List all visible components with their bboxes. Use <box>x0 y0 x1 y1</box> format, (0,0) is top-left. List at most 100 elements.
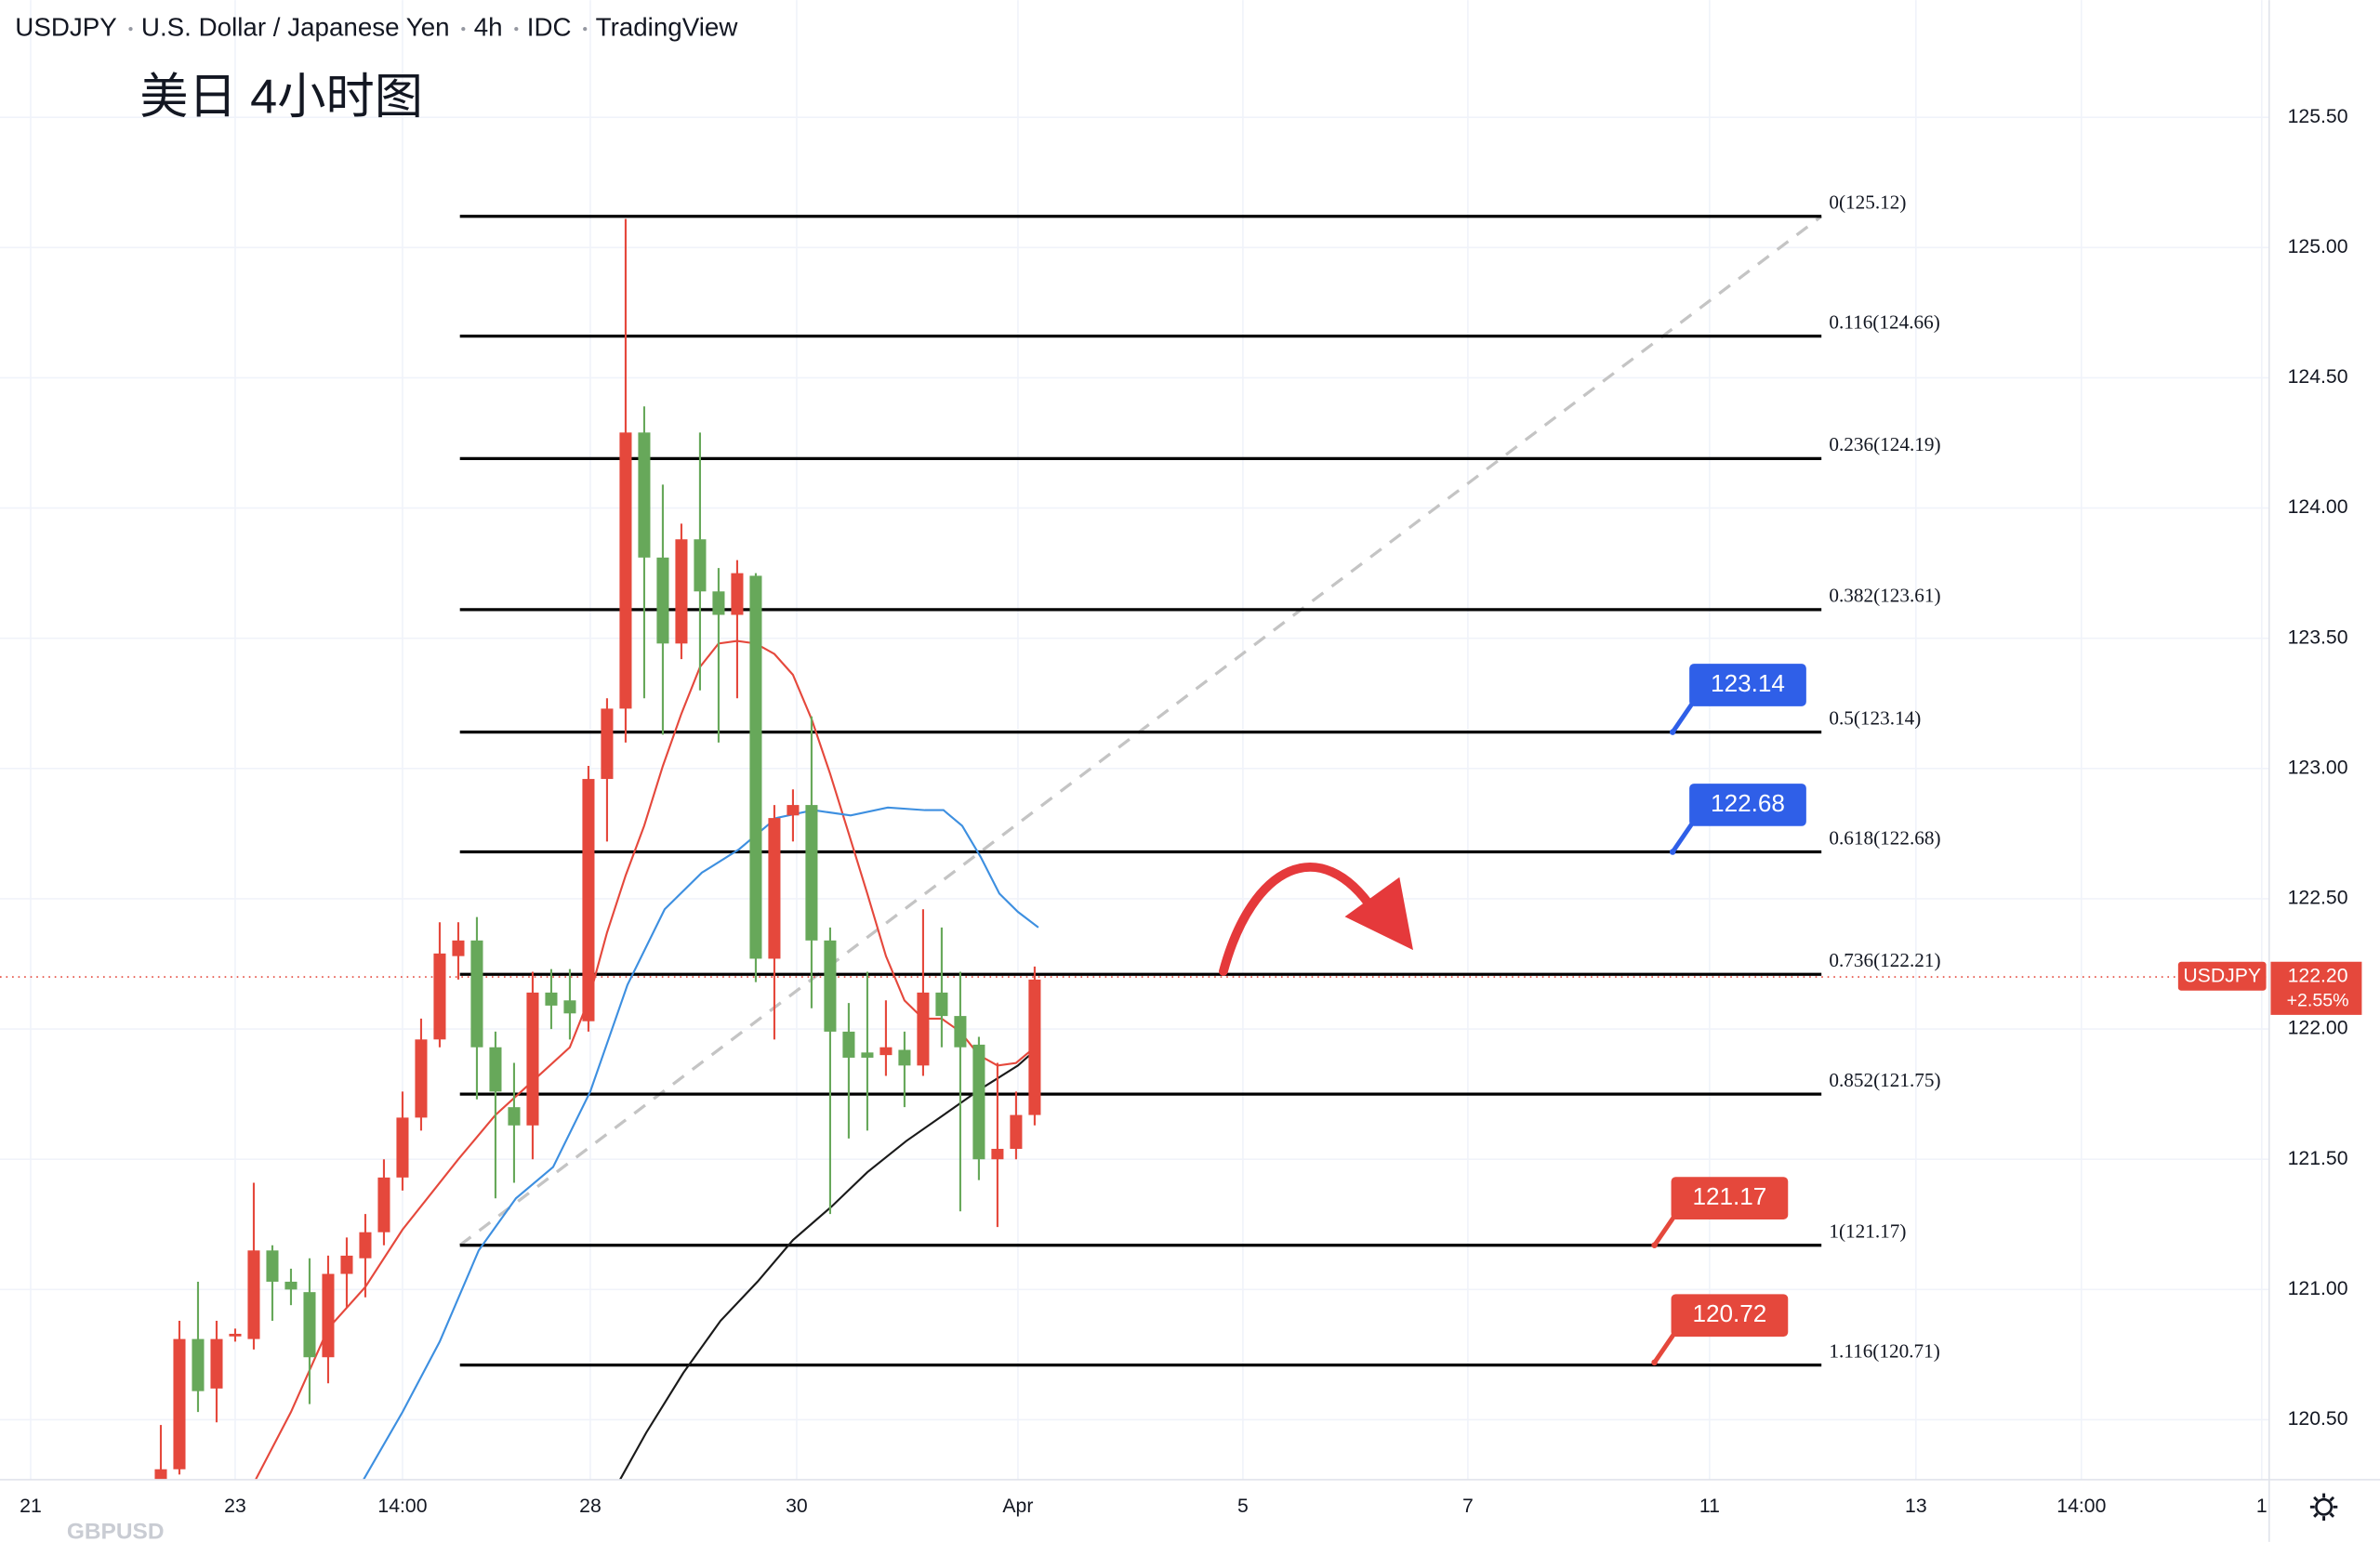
callout-pointer <box>1652 1215 1676 1247</box>
y-tick-label: 121.00 <box>2288 1278 2348 1299</box>
callout-box <box>1689 664 1806 706</box>
fib-level-label: 0(125.12) <box>1829 191 1906 214</box>
separator-dot <box>128 27 133 32</box>
candle-body <box>749 575 762 959</box>
callout-anchor <box>1669 849 1676 855</box>
callout-box <box>1671 1294 1789 1338</box>
y-tick-label: 121.50 <box>2288 1148 2348 1169</box>
candle-body <box>805 805 818 941</box>
callout-label: 121.17 <box>1692 1182 1766 1210</box>
x-tick-label: 11 <box>1699 1496 1720 1517</box>
y-tick-label: 125.50 <box>2288 106 2348 127</box>
callout-label: 123.14 <box>1711 669 1785 697</box>
x-tick-label: 30 <box>786 1496 808 1517</box>
candle-body <box>470 940 483 1048</box>
candle-body <box>619 432 632 709</box>
x-tick-label: 7 <box>1462 1496 1474 1517</box>
header-item: 4h <box>474 12 503 41</box>
y-tick-label: 123.50 <box>2288 626 2348 648</box>
candle-body <box>359 1232 372 1259</box>
header-item: USDJPY <box>15 12 116 41</box>
watermark-symbol: GBPUSD <box>67 1520 165 1542</box>
candle-body <box>638 432 651 558</box>
candle-body <box>935 992 948 1017</box>
candle-body <box>173 1338 186 1470</box>
x-tick-label: 5 <box>1237 1496 1249 1517</box>
x-tick-label: 13 <box>1905 1496 1927 1517</box>
candle-body <box>879 1047 892 1056</box>
candle-body <box>601 708 614 780</box>
callout-label: 120.72 <box>1692 1299 1766 1327</box>
candle-body <box>1028 979 1041 1115</box>
candle-body <box>247 1250 260 1339</box>
candle-body <box>563 1000 576 1014</box>
candle-body <box>675 539 688 644</box>
y-tick-label: 120.50 <box>2288 1408 2348 1430</box>
candle-body <box>322 1273 335 1358</box>
candle-body <box>545 992 558 1006</box>
fib-level-label: 1(121.17) <box>1829 1220 1906 1243</box>
separator-dot <box>514 27 519 32</box>
fib-level-label: 0.736(122.21) <box>1829 949 1940 971</box>
candle-body <box>303 1292 316 1358</box>
callout-box <box>1689 784 1806 826</box>
y-tick-label: 122.50 <box>2288 888 2348 909</box>
price-tag <box>2270 961 2362 1015</box>
callout-anchor <box>1651 1359 1658 1366</box>
candle-body <box>694 539 707 592</box>
fib-level-label: 0.618(122.68) <box>1829 826 1940 849</box>
price-tag-label: 122.20 <box>2288 966 2348 987</box>
candle-body <box>396 1117 409 1178</box>
candle-body <box>991 1149 1004 1160</box>
x-tick-label: 1 <box>2256 1496 2268 1517</box>
header-item: TradingView <box>596 12 739 41</box>
x-tick-label: 14:00 <box>2056 1496 2106 1517</box>
y-tick-label: 124.00 <box>2288 496 2348 518</box>
gear-teeth <box>2309 1493 2338 1522</box>
candle-body <box>898 1049 911 1066</box>
candle-body <box>340 1255 353 1274</box>
candle-body <box>917 992 930 1066</box>
callout-pointer <box>1671 702 1695 734</box>
separator-dot <box>583 27 588 32</box>
candle-body <box>768 818 781 959</box>
callout-box <box>1671 1177 1789 1219</box>
candle-body <box>787 805 800 816</box>
candle-body <box>452 940 465 956</box>
y-tick-label: 125.00 <box>2288 236 2348 257</box>
candle-body <box>861 1052 874 1058</box>
fib-level-label: 0.382(123.61) <box>1829 585 1940 607</box>
chart-title: 美日 4小时图 <box>139 71 423 125</box>
callout-label: 122.68 <box>1711 789 1785 817</box>
symbol-tag <box>2177 961 2267 991</box>
candle-body <box>731 573 744 615</box>
candle-body <box>582 779 595 1021</box>
settings-icon[interactable] <box>2309 1493 2338 1522</box>
candle-body <box>192 1338 205 1391</box>
y-tick-label: 124.50 <box>2288 366 2348 388</box>
fib-level-label: 0.852(121.75) <box>1829 1069 1940 1091</box>
candle-body <box>433 953 446 1040</box>
x-tick-label: 14:00 <box>377 1496 427 1517</box>
x-tick-label: 28 <box>579 1496 602 1517</box>
candle-body <box>266 1250 279 1282</box>
candle-body <box>1010 1114 1023 1150</box>
change-tag-label: +2.55% <box>2287 990 2349 1010</box>
candle-body <box>508 1107 521 1126</box>
x-tick-label: Apr <box>1002 1496 1033 1517</box>
callout-pointer <box>1652 1332 1676 1364</box>
y-tick-label: 122.00 <box>2288 1018 2348 1039</box>
callout-pointer <box>1671 822 1695 853</box>
grid <box>0 0 2269 1480</box>
candle-body <box>656 557 669 644</box>
y-tick-label: 123.00 <box>2288 757 2348 778</box>
header-item: U.S. Dollar / Japanese Yen <box>141 12 450 41</box>
candle-body <box>210 1338 223 1389</box>
candle-body <box>824 940 837 1032</box>
candle-body <box>526 992 539 1126</box>
plot-area <box>0 215 2269 1480</box>
forecast-arrowhead <box>1344 876 1413 951</box>
